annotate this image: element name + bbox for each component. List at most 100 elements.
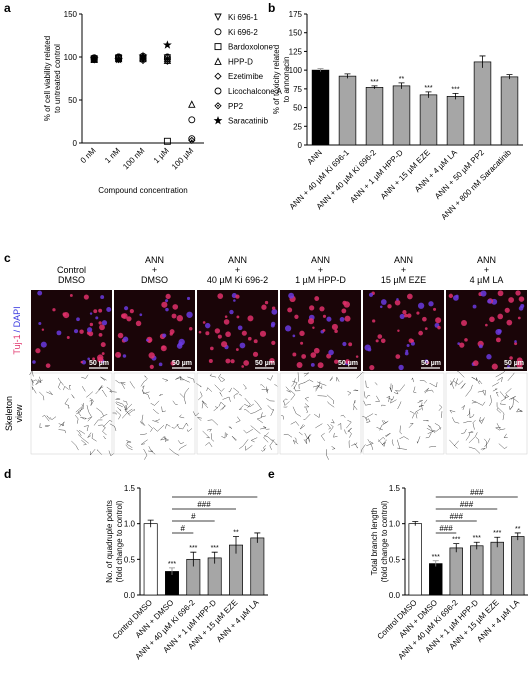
x-tick-label: ANN + 50 µM PP2 [433,148,486,201]
cell [89,312,93,315]
fluorescence-image [197,290,278,371]
cell [271,308,278,315]
skeleton-trace [281,372,366,460]
skeleton-trace [360,377,443,453]
scale-bar-label: 50 µm [338,360,358,367]
error-bar [479,55,486,68]
cell [98,333,103,337]
cell [287,307,293,313]
cell [309,305,315,311]
bar [408,523,422,596]
point [163,56,172,64]
significance: ** [233,530,239,537]
x-tick-label: ANN + 15 µM EZE [379,148,432,201]
point-dot [166,58,169,61]
point [214,13,222,22]
cell [98,308,103,313]
error-bar [452,92,459,100]
cell [294,314,299,319]
skeleton-image [113,372,196,455]
cell [224,315,228,318]
cell [404,313,408,318]
cell [435,317,442,324]
column-header: 1 µM HPP-D [295,275,346,285]
row-label: Skeleton [4,396,14,431]
cell [394,299,401,306]
cell [115,351,122,358]
legend-label: Bardoxolone [228,43,273,52]
cell [322,314,327,318]
y-tick-label: 75 [293,85,302,94]
column-header: 4 µM LA [470,275,504,285]
skeleton-image [30,372,113,455]
point [214,57,222,65]
cell [406,344,410,347]
point [214,28,222,36]
bar [511,536,525,596]
x-tick-label: 1 nM [103,146,122,165]
point [163,55,172,64]
cell [40,341,47,348]
cell [221,341,228,348]
panel-label: a [4,1,11,15]
cell [396,298,399,301]
cell [402,310,407,315]
cell [120,313,126,319]
cell [135,320,142,327]
cell [487,299,492,304]
cell [38,322,42,326]
column-header: DMSO [58,275,85,285]
cell [518,306,524,311]
cell [148,352,155,359]
cell [331,323,338,331]
cell [139,313,143,317]
cell [158,362,163,367]
column-header: + [484,265,489,275]
cell [241,365,245,368]
cell [205,331,210,336]
cell [504,307,510,313]
cell [171,313,177,319]
cell [162,333,167,338]
cell [518,296,525,302]
bar [429,563,443,596]
cell [35,348,41,354]
cell [344,315,351,322]
bar [338,75,357,146]
error-bar [453,543,460,553]
panel-label: c [4,251,11,265]
cell [230,359,235,364]
cell [41,328,45,331]
y-tick-label: 150 [289,29,303,38]
cell [186,311,193,318]
cell [98,321,102,325]
cell [52,308,56,312]
cell [377,334,383,339]
bar [143,523,158,596]
y-axis-label: % of toxicity related [272,45,281,114]
cell [176,315,184,322]
cell [461,319,468,326]
significance: *** [424,85,432,92]
legend-label: Saracatinib [228,117,269,126]
legend-label: Ki 696-2 [228,28,258,37]
cell [497,313,504,320]
column-header: + [401,265,406,275]
error-bar [211,551,218,564]
cell [416,311,420,315]
cell [367,347,372,352]
cell [355,355,359,358]
point [213,115,223,125]
skeleton-image [445,372,528,455]
cell [129,309,134,314]
significance: *** [452,537,460,544]
point [163,55,171,63]
point [188,100,196,108]
y-tick-label: 150 [64,10,78,19]
cell [106,307,112,312]
cell [45,363,51,368]
error-bar [412,521,419,526]
y-axis-label: to untreated control [53,44,62,113]
cell [165,299,169,303]
cell [307,318,315,325]
